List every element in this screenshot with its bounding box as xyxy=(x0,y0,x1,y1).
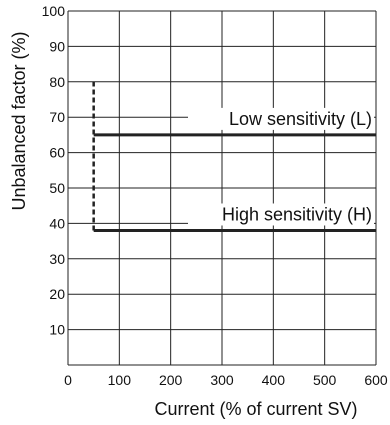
y-tick-label: 60 xyxy=(49,145,65,161)
x-axis-title: Current (% of current SV) xyxy=(154,399,357,419)
series-label-1: High sensitivity (H) xyxy=(222,204,372,224)
series-label-layer: Low sensitivity (L) High sensitivity (H) xyxy=(188,107,374,226)
y-tick-label: 10 xyxy=(49,322,65,338)
x-tick-label: 0 xyxy=(64,372,72,388)
series-label-backing xyxy=(188,107,374,130)
y-tick-label: 90 xyxy=(49,38,65,54)
series-label-0: Low sensitivity (L) xyxy=(229,109,372,129)
x-tick-label: 300 xyxy=(210,372,234,388)
y-tick-label: 50 xyxy=(49,180,65,196)
x-tick-label: 400 xyxy=(262,372,286,388)
series-layer xyxy=(92,81,376,232)
x-tick-label: 500 xyxy=(313,372,337,388)
y-axis-title: Unbalanced factor (%) xyxy=(9,31,29,210)
x-tick-label: 200 xyxy=(159,372,183,388)
y-tick-label: 80 xyxy=(49,74,65,90)
y-tick-label: 20 xyxy=(49,286,65,302)
tick-label-layer: 0 100 200 300 400 500 600 10 20 30 40 50 60 70 80 90 100 xyxy=(42,3,388,388)
y-tick-label: 40 xyxy=(49,215,65,231)
y-tick-label: 70 xyxy=(49,109,65,125)
x-tick-label: 100 xyxy=(108,372,132,388)
y-tick-label: 30 xyxy=(49,251,65,267)
x-tick-label: 600 xyxy=(364,372,388,388)
series-label-backing xyxy=(188,203,374,226)
y-tick-label: 100 xyxy=(42,3,66,19)
grid-layer xyxy=(67,10,377,366)
